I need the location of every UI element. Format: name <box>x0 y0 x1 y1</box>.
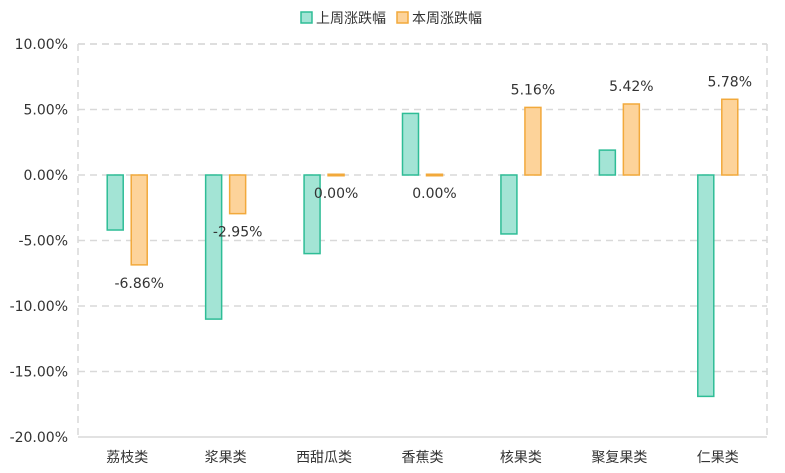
x-tick-label: 仁果类 <box>697 450 739 466</box>
legend-label-last-week: 上周涨跌幅 <box>316 11 386 27</box>
bars <box>106 98 739 398</box>
y-tick-label: 10.00% <box>15 37 68 53</box>
y-tick-label: -10.00% <box>10 299 68 315</box>
data-label: 0.00% <box>314 186 358 202</box>
bar-last-week <box>106 174 124 231</box>
data-label: 5.16% <box>511 82 555 98</box>
legend-swatch-this-week <box>396 11 409 24</box>
x-tick-label: 浆果类 <box>205 450 247 466</box>
gridlines <box>78 43 767 373</box>
y-tick-label: 0.00% <box>24 168 68 184</box>
x-tick-label: 荔枝类 <box>106 450 148 466</box>
data-labels: -6.86% -2.95% 0.00% 0.00% 5.16% 5.42% 5.78% <box>114 74 752 292</box>
bar-last-week <box>500 174 518 235</box>
y-axis: 10.00% 5.00% 0.00% -5.00% -10.00% -15.00% -20.… <box>10 37 68 446</box>
data-label: 0.00% <box>412 186 456 202</box>
bar-last-week <box>401 112 420 176</box>
y-tick-label: -5.00% <box>18 234 68 250</box>
x-tick-label: 西甜瓜类 <box>296 450 352 466</box>
data-label: -2.95% <box>213 225 263 241</box>
bar-last-week <box>697 174 715 398</box>
y-tick-label: -15.00% <box>10 365 68 381</box>
plot-frame <box>77 43 768 437</box>
legend-label-this-week: 本周涨跌幅 <box>412 11 482 27</box>
bar-this-week <box>425 173 444 177</box>
bar-this-week <box>130 174 148 266</box>
bar-last-week <box>204 174 223 320</box>
bar-this-week <box>228 174 247 215</box>
x-axis: 荔枝类 浆果类 西甜瓜类 香蕉类 核果类 聚复果类 仁果类 <box>78 436 767 466</box>
x-tick-label: 核果类 <box>500 450 542 466</box>
x-tick-label: 聚复果类 <box>591 449 647 466</box>
bar-this-week <box>524 106 542 176</box>
data-label: -6.86% <box>114 276 164 292</box>
bar-last-week <box>598 149 617 176</box>
bar-last-week <box>303 174 321 255</box>
bar-this-week <box>622 103 641 176</box>
data-label: 5.78% <box>708 74 752 90</box>
bar-this-week <box>327 173 345 177</box>
legend: 上周涨跌幅 本周涨跌幅 <box>300 11 482 27</box>
x-tick-label: 香蕉类 <box>402 450 444 466</box>
y-tick-label: -20.00% <box>10 430 68 446</box>
legend-swatch-last-week <box>300 11 313 24</box>
y-tick-label: 5.00% <box>24 103 68 119</box>
bar-this-week <box>721 98 739 176</box>
data-label: 5.42% <box>609 79 653 95</box>
